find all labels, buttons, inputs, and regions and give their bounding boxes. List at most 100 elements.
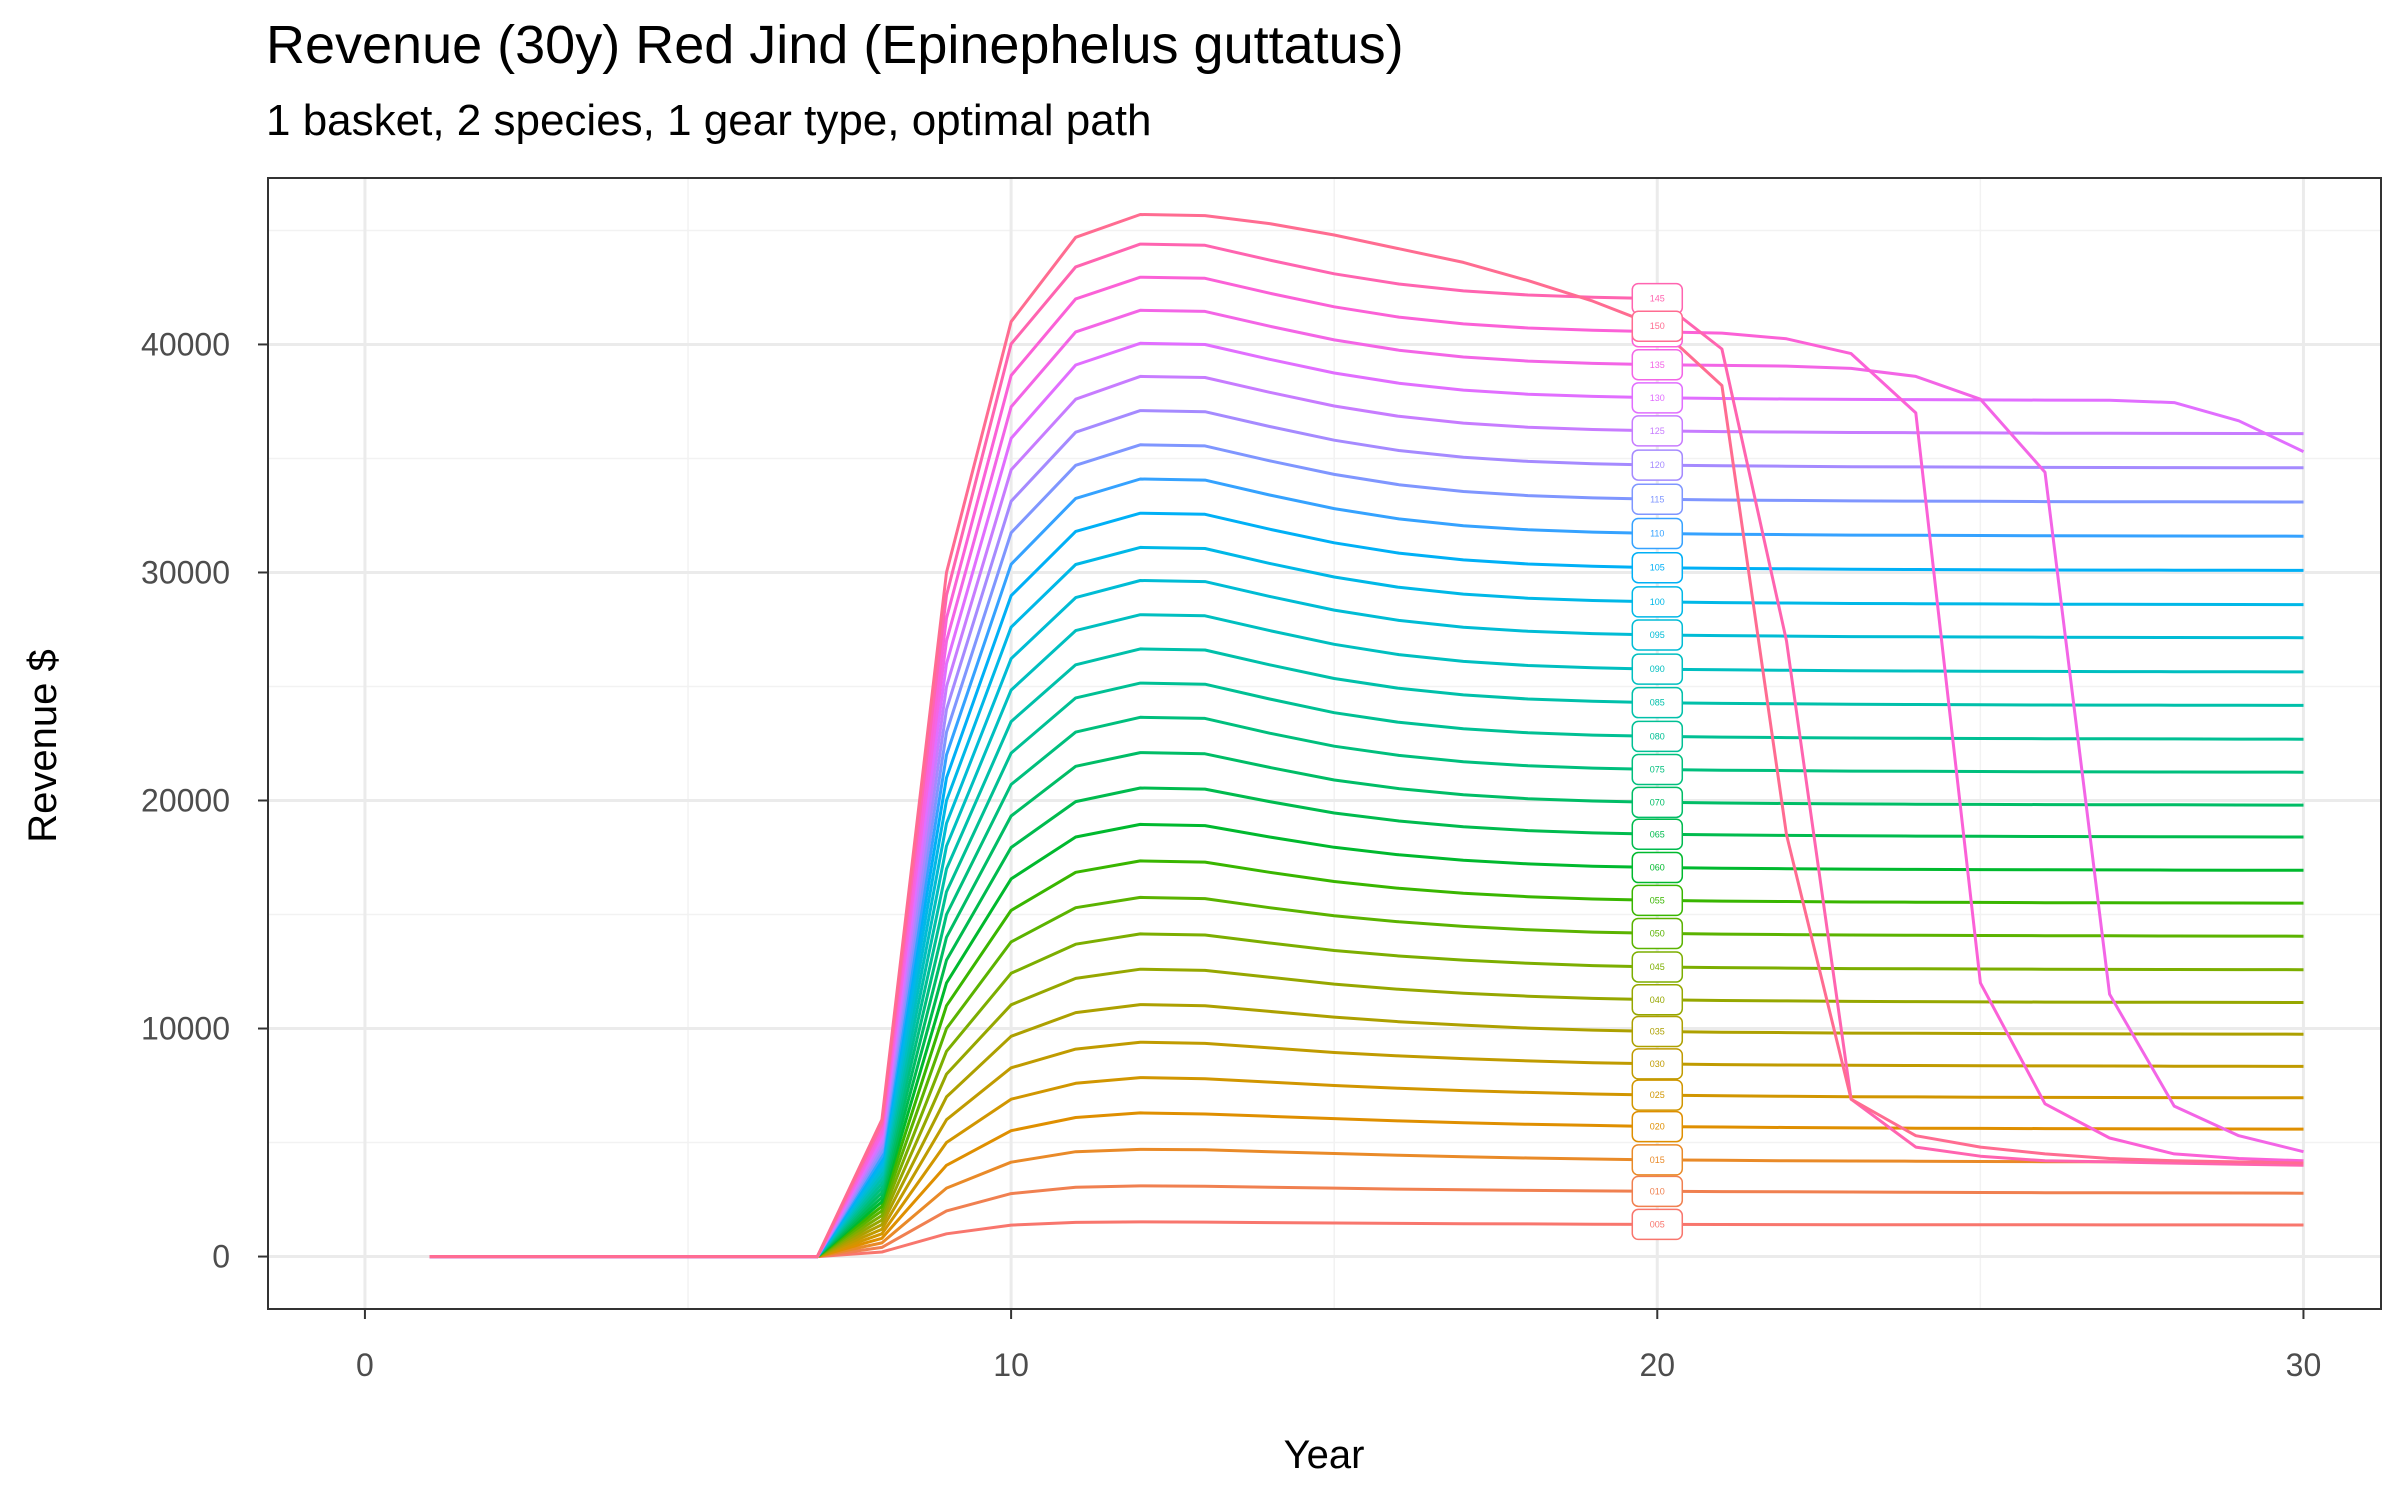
- chart-subtitle: 1 basket, 2 species, 1 gear type, optima…: [266, 96, 1152, 145]
- series-label-box: [1631, 1175, 1684, 1208]
- series-line-020: [429, 1111, 2304, 1259]
- series-label-text: 120: [1650, 460, 1665, 470]
- series-label-text: 025: [1650, 1090, 1665, 1100]
- series-label-box: [1631, 851, 1684, 884]
- series-line-065: [429, 786, 2304, 1259]
- series-label-box: [1631, 349, 1684, 381]
- series-label-010: 010: [1631, 1175, 1684, 1208]
- series-label-box: [1631, 917, 1684, 950]
- series-label-text: 130: [1650, 393, 1665, 403]
- y-tick-label: 0: [212, 1239, 230, 1275]
- series-label-130: 130: [1631, 382, 1684, 414]
- series-label-box: [1631, 551, 1684, 584]
- series-label-055: 055: [1631, 884, 1684, 917]
- series-label-text: 100: [1650, 597, 1665, 607]
- series-line-005: [429, 1220, 2304, 1259]
- series-label-text: 115: [1650, 494, 1664, 504]
- series-label-025: 025: [1631, 1079, 1684, 1111]
- series-label-text: 145: [1650, 294, 1665, 304]
- series-labels: 005 010 015 020 025 030 035 040 045 050 055 060 065 0…: [1631, 282, 1684, 1241]
- series-line-110: [429, 477, 2304, 1259]
- series-label-015: 015: [1631, 1144, 1684, 1176]
- series-label-text: 095: [1650, 630, 1665, 640]
- series-label-text: 085: [1650, 698, 1665, 708]
- series-label-080: 080: [1631, 720, 1684, 753]
- series-label-text: 030: [1650, 1059, 1665, 1069]
- x-tick-label: 20: [1639, 1347, 1675, 1383]
- series-label-box: [1631, 818, 1684, 851]
- series-label-050: 050: [1631, 917, 1684, 950]
- series-label-box: [1631, 720, 1684, 753]
- x-axis-title: Year: [1284, 1433, 1365, 1477]
- series-label-text: 015: [1650, 1155, 1665, 1165]
- series-label-105: 105: [1631, 551, 1684, 584]
- series-label-box: [1631, 517, 1684, 550]
- series-label-145: 145: [1631, 282, 1684, 315]
- series-label-075: 075: [1631, 753, 1684, 786]
- series-line-025: [429, 1076, 2304, 1259]
- series-label-020: 020: [1631, 1110, 1684, 1143]
- series-label-box: [1631, 951, 1684, 983]
- series-label-text: 135: [1650, 360, 1665, 370]
- series-label-text: 150: [1650, 321, 1665, 331]
- series-label-text: 090: [1650, 664, 1665, 674]
- series-label-box: [1631, 884, 1684, 917]
- series-line-140: [429, 275, 2304, 1259]
- y-tick-label: 10000: [141, 1011, 230, 1047]
- series-label-text: 050: [1650, 928, 1665, 938]
- series-label-box: [1631, 586, 1684, 618]
- y-tick-label: 20000: [141, 783, 230, 819]
- series-label-100: 100: [1631, 586, 1684, 618]
- series-label-box: [1631, 1144, 1684, 1176]
- series-label-box: [1631, 415, 1684, 447]
- series-label-text: 060: [1650, 863, 1665, 873]
- series-label-070: 070: [1631, 786, 1684, 819]
- series-line-150: [429, 213, 2304, 1259]
- series-label-115: 115: [1631, 483, 1684, 516]
- series-label-box: [1631, 1048, 1684, 1080]
- series-label-text: 010: [1650, 1186, 1665, 1196]
- series-line-015: [429, 1147, 2304, 1259]
- series-label-text: 080: [1650, 731, 1665, 741]
- series-label-text: 035: [1650, 1026, 1665, 1036]
- x-tick-label: 10: [993, 1347, 1029, 1383]
- plot-panel-border: [267, 177, 2382, 1310]
- series-label-text: 020: [1650, 1122, 1665, 1132]
- series-label-box: [1631, 449, 1684, 481]
- series-label-box: [1631, 653, 1684, 685]
- series-label-035: 035: [1631, 1015, 1684, 1048]
- y-tick-label: 30000: [141, 554, 230, 590]
- series-line-010: [429, 1184, 2304, 1259]
- series-label-060: 060: [1631, 851, 1684, 884]
- series-label-box: [1631, 686, 1684, 719]
- series-label-065: 065: [1631, 818, 1684, 851]
- series-line-035: [429, 1003, 2304, 1259]
- series-label-120: 120: [1631, 449, 1684, 481]
- series-line-040: [429, 967, 2304, 1259]
- chart-title: Revenue (30y) Red Jind (Epinephelus gutt…: [266, 15, 1404, 75]
- series-label-text: 125: [1650, 426, 1665, 436]
- x-tick-label: 0: [356, 1347, 374, 1383]
- series-label-090: 090: [1631, 653, 1684, 685]
- series-label-text: 045: [1650, 962, 1665, 972]
- series-label-text: 070: [1650, 797, 1665, 807]
- series-label-150: 150: [1631, 310, 1684, 342]
- series-label-text: 105: [1650, 563, 1665, 573]
- series-label-box: [1631, 984, 1684, 1016]
- series-label-box: [1631, 619, 1684, 651]
- series-label-text: 005: [1650, 1219, 1665, 1229]
- series-label-box: [1631, 786, 1684, 819]
- minor-gridlines: [268, 178, 2381, 1309]
- series-label-135: 135: [1631, 349, 1684, 381]
- y-axis: 0 10000 20000 30000 40000: [141, 326, 268, 1275]
- series-label-005: 005: [1631, 1208, 1684, 1241]
- series-label-text: 065: [1650, 829, 1665, 839]
- series-label-text: 055: [1650, 895, 1665, 905]
- x-tick-label: 30: [2286, 1347, 2322, 1383]
- series-label-box: [1631, 382, 1684, 414]
- series-line-045: [429, 932, 2304, 1259]
- series-label-text: 075: [1650, 764, 1665, 774]
- series-line-050: [429, 895, 2304, 1259]
- series-lines: [429, 213, 2305, 1259]
